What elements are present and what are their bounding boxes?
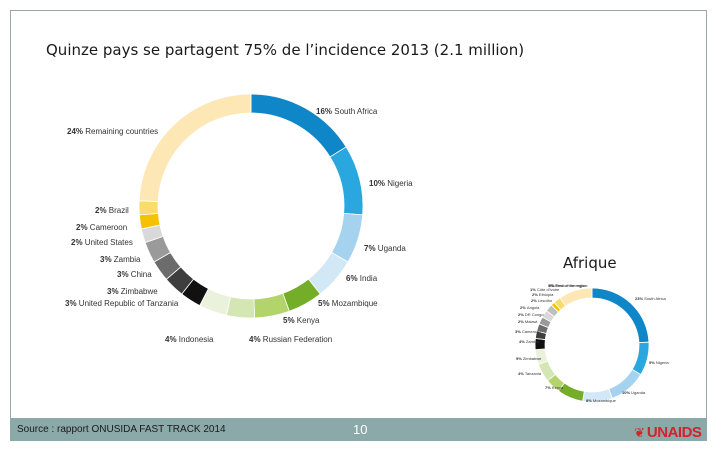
africa-label-rest-of-the-region-15: 2% Rest of the region (549, 283, 587, 288)
main-slice-uganda-2 (330, 212, 364, 263)
africa-label-angola-11: 2% Angola (520, 305, 540, 310)
main-label-russian-federation-6: 4% Russian Federation (249, 335, 332, 344)
main-donut-labels: 16% South Africa 10% Nigeria 7% Uganda 6% I… (65, 107, 413, 344)
main-label-south-africa-0: 16% South Africa (316, 107, 378, 116)
africa-label-dr-congo-10: 2% DR Congo (518, 312, 544, 317)
red-ribbon-icon: ❦ (634, 424, 645, 440)
main-donut-chart (138, 93, 364, 319)
main-label-united-republic-of-tanzania-8: 3% United Republic of Tanzania (65, 299, 179, 308)
africa-label-nigeria-1: 9% Nigeria (649, 360, 669, 365)
africa-label-rest-of-the-region-16: 9% Rest of the region (548, 283, 586, 288)
africa-slice-nigeria-1 (631, 341, 650, 376)
logo-wordmark: UNAIDS (646, 423, 702, 441)
main-label-nigeria-1: 10% Nigeria (369, 179, 413, 188)
africa-label-kenya-4: 7% Kenya (545, 385, 564, 390)
main-label-brazil-14: 2% Brazil (95, 206, 129, 215)
africa-label-c-te-d-ivoire-14: 1% Côte d'Ivoire (530, 287, 560, 292)
main-slice-nigeria-1 (329, 146, 364, 216)
main-slice-kenya-5 (253, 292, 290, 319)
main-slice-brazil-14 (138, 200, 159, 216)
africa-donut-labels: 23% South Africa 9% Nigeria 10% Uganda 8% M… (515, 283, 669, 403)
africa-label-zimbabwe-6: 5% Zimbabwe (516, 356, 542, 361)
main-slice-russian-federation-6 (225, 296, 255, 319)
main-label-kenya-5: 5% Kenya (283, 316, 320, 325)
main-label-zimbabwe-9: 3% Zimbabwe (107, 287, 158, 296)
africa-label-zambia-7: 4% Zambia (519, 339, 540, 344)
africa-label-ethiopia-13: 2% Ethiopia (532, 292, 554, 297)
main-label-cameroon-13: 2% Cameroon (76, 223, 127, 232)
unaids-logo: ❦ UNAIDS (634, 423, 702, 441)
page-number: 10 (353, 422, 368, 437)
main-label-united-states-12: 2% United States (71, 238, 133, 247)
africa-label-malawi-9: 2% Malawi (518, 319, 537, 324)
africa-slice-rest-of-the-region-16 (559, 287, 593, 307)
main-label-uganda-2: 7% Uganda (364, 244, 406, 253)
main-label-mozambique-4: 5% Mozambique (318, 299, 378, 308)
main-label-zambia-11: 3% Zambia (100, 255, 141, 264)
slide-title: Quinze pays se partagent 75% de l’incide… (46, 41, 525, 59)
main-slice-south-africa-0 (250, 93, 347, 158)
africa-label-uganda-2: 10% Uganda (622, 390, 646, 395)
main-label-china-10: 3% China (117, 270, 152, 279)
source-note: Source : rapport ONUSIDA FAST TRACK 2014 (17, 424, 226, 435)
africa-donut-chart (534, 287, 650, 403)
main-label-remaining-countries-15: 24% Remaining countries (67, 127, 158, 136)
africa-label-lesotho-12: 2% Lesotho (531, 298, 553, 303)
africa-chart-label: Afrique (563, 254, 617, 272)
africa-label-cameroon-8: 3% Cameroon (515, 329, 541, 334)
main-label-indonesia-7: 4% Indonesia (165, 335, 214, 344)
footer-bar (10, 418, 707, 441)
africa-label-south-africa-0: 23% South Africa (635, 296, 666, 301)
africa-label-tanzania-5: 4% Tanzania (518, 371, 542, 376)
main-label-india-3: 6% India (346, 274, 378, 283)
africa-label-mozambique-3: 8% Mozambique (586, 398, 617, 403)
main-slice-remaining-countries-15 (138, 93, 252, 202)
